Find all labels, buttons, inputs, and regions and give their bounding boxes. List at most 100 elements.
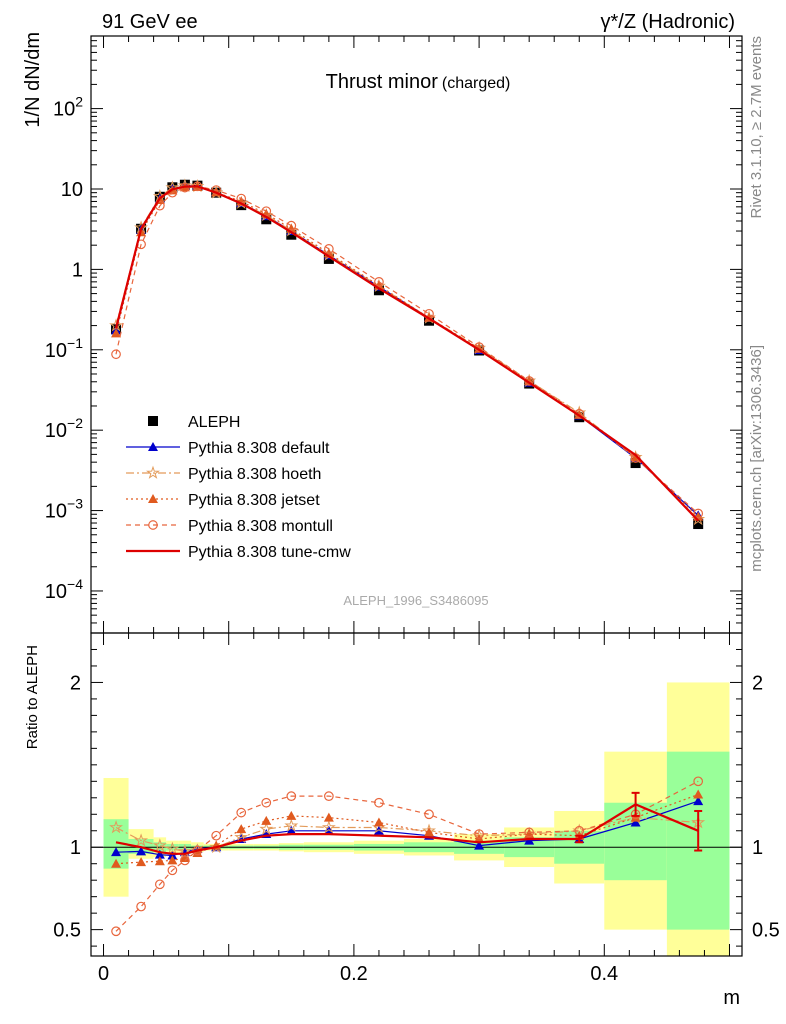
ratio-point-montull-10 [324,791,334,801]
ratio-point-jetset-5 [192,848,203,858]
chart-title-main: Thrust minor [326,71,439,93]
ratio-point-default-17 [693,796,704,806]
ratio-point-jetset-11 [373,817,384,827]
ratio-point-montull-6 [211,830,222,841]
legend-label-1: Pythia 8.308 default [188,440,330,457]
series-layer [109,178,706,937]
main-ytick-base-1: 10 [45,501,67,523]
ratio-ytick-label-left-1: 1 [70,837,81,859]
ratio-point-hoeth-8 [259,821,274,836]
legend-marker-1 [148,442,158,451]
legend-label-2: Pythia 8.308 hoeth [188,466,321,483]
main-ytick-label-4: 1 [72,259,83,281]
side-label-top: Rivet 3.1.10, ≥ 2.7M events [748,36,765,219]
ratio-point-montull-4 [180,855,190,866]
ratio-point-montull-14 [524,827,535,838]
header-right: γ*/Z (Hadronic) [601,11,735,33]
data-point-aleph-17 [693,519,704,530]
ratio-point-default-3 [167,850,178,860]
legend-marker-0 [148,416,158,426]
ratio-point-jetset-8 [261,815,272,825]
ratio-xtick-label-1: 0.2 [340,963,368,985]
series-point-montull-10 [324,244,334,254]
series-point-montull-8 [261,206,272,217]
data-point-aleph-16 [630,458,641,469]
ratio-line-montull [115,780,699,932]
ratio-point-montull-12 [424,809,434,820]
legend-marker-4 [148,520,158,530]
ratio-point-montull-13 [474,829,484,839]
ratio-point-montull-9 [286,791,297,801]
side-label-bottom: mcplots.cern.ch [arXiv:1306.3436] [748,345,765,572]
ratio-point-jetset-2 [154,856,165,866]
main-ytick-label-0: 10−4 [45,576,83,603]
chart-title-sub: (charged) [442,75,510,92]
ratio-line-tune-cmw [115,803,699,855]
text-layer: 91 GeV ee γ*/Z (Hadronic) Rivet 3.1.10, … [22,11,765,1009]
ratio-point-montull-17 [693,776,704,787]
ratio-point-hoeth-10 [321,820,336,834]
ratio-ytick-label-left-0: 0.5 [53,920,81,942]
main-ytick-base-0: 10 [45,581,67,603]
main-ytick-exp-1: −3 [67,496,83,512]
analysis-label: ALEPH_1996_S3486095 [343,593,488,608]
ratio-point-jetset-1 [136,857,147,867]
legend-label-3: Pythia 8.308 jetset [188,492,320,509]
main-ytick-label-3: 10−1 [45,335,83,362]
ratio-ytick-label-right-0: 0.5 [752,920,780,942]
ratio-point-jetset-3 [167,855,178,865]
series-line-jetset [115,186,699,518]
series-point-montull-17 [693,508,704,519]
main-ytick-base-5: 10 [61,179,83,201]
main-ytick-label-2: 10−2 [45,415,83,442]
legend-label-0: ALEPH [188,414,240,431]
series-point-montull-6 [211,185,222,195]
ratio-point-jetset-17 [693,789,704,799]
ratio-point-montull-11 [374,797,384,808]
ratio-ytick-label-right-2: 2 [752,672,763,694]
main-ytick-exp-0: −4 [67,576,83,592]
ratio-point-default-1 [136,846,147,856]
ratio-ytick-label-right-1: 1 [752,837,763,859]
ratio-point-jetset-10 [323,812,334,822]
series-line-tune-cmw [114,185,699,522]
legend-label-4: Pythia 8.308 montull [188,518,333,535]
series-point-jetset-0 [111,328,122,338]
ratio-point-montull-1 [136,901,146,912]
x-axis-label: m [723,987,740,1009]
ratio-point-default-9 [286,825,297,835]
ratio-point-jetset-9 [286,810,297,820]
ratio-line-jetset [115,793,699,865]
series-line-montull [115,185,699,514]
ratio-point-default-16 [630,817,641,827]
ratio-point-jetset-0 [111,858,122,868]
ratio-xtick-label-2: 0.4 [590,963,618,985]
ratio-point-hoeth-0 [109,820,124,834]
main-ytick-base-3: 10 [45,340,67,362]
ratio-point-montull-8 [261,797,272,808]
main-ytick-label-6: 102 [53,94,83,121]
legend-label-5: Pythia 8.308 tune-cmw [188,544,351,561]
main-ytick-exp-6: 2 [75,94,83,110]
main-ytick-label-5: 10 [61,179,83,201]
ratio-point-montull-7 [236,807,247,818]
ratio-point-default-14 [524,835,535,845]
ratio-point-jetset-12 [424,827,435,837]
series-point-montull-9 [286,220,297,231]
main-ytick-exp-2: −2 [67,415,83,431]
ratio-ytick-label-left-2: 2 [70,672,81,694]
axes-frames [90,35,743,957]
legend-marker-2 [146,465,160,479]
ratio-point-default-13 [474,840,485,850]
ratio-point-hoeth-1 [134,833,149,847]
series-point-montull-11 [374,276,384,287]
main-ytick-base-6: 10 [53,99,75,121]
ratio-point-default-2 [154,849,165,859]
main-ytick-label-1: 10−3 [45,496,83,523]
main-ytick-base-4: 1 [72,259,83,281]
legend: ALEPH Pythia 8.308 default Pythia 8.308 ho… [126,414,351,561]
ratio-point-hoeth-2 [152,838,167,852]
chart-title: Thrust minor (charged) [326,71,511,93]
ratio-y-axis-label: Ratio to ALEPH [24,645,41,749]
